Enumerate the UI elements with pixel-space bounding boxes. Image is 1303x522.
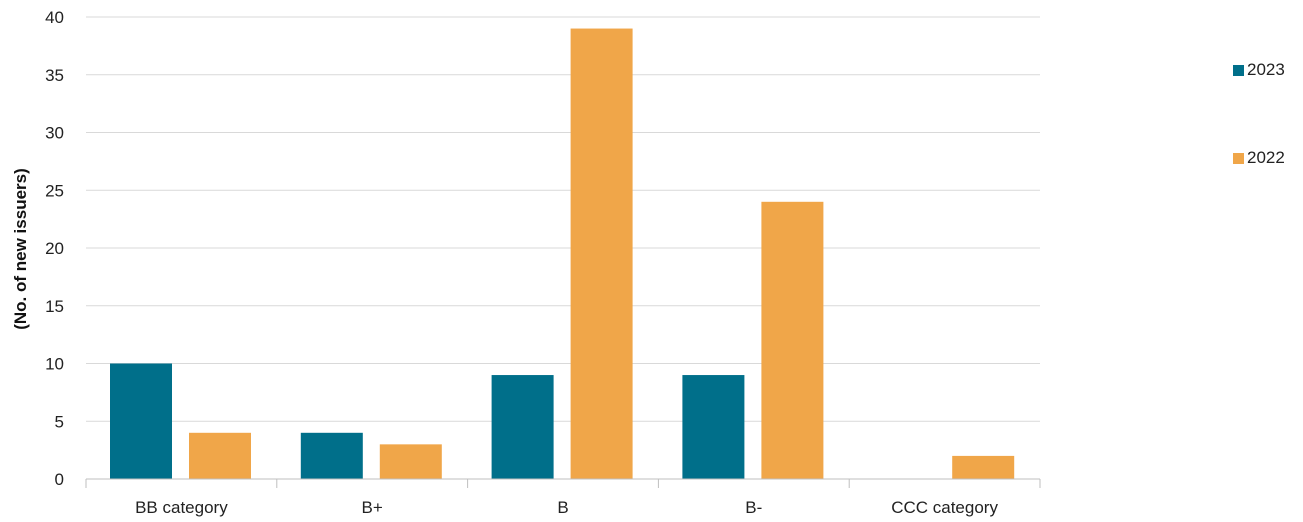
x-tick-label: CCC category (891, 498, 998, 517)
legend-swatch-2022 (1233, 152, 1244, 164)
bar-2023-2 (491, 375, 554, 479)
bar-2022-3 (761, 201, 824, 480)
gridlines (86, 16, 1040, 422)
legend-swatch-2023 (1233, 64, 1244, 76)
bar-2022-0 (189, 432, 251, 479)
x-tick-label: B+ (362, 498, 383, 517)
legend-item-2023: 2023 (1233, 60, 1285, 80)
x-axis (85, 478, 1041, 488)
bar-2023-1 (300, 432, 363, 479)
y-tick-label: 25 (45, 181, 64, 200)
x-axis-ticks: BB category B+ B B- CCC category (135, 498, 998, 517)
legend-label-2023: 2023 (1247, 60, 1285, 79)
x-tick-label: BB category (135, 498, 228, 517)
y-tick-label: 30 (45, 124, 64, 143)
bar-2022-1 (379, 444, 442, 479)
legend-label-2022: 2022 (1247, 148, 1285, 167)
x-tick-label: B- (745, 498, 762, 517)
y-tick-label: 15 (45, 297, 64, 316)
y-tick-label: 10 (45, 355, 64, 374)
y-tick-label: 0 (55, 470, 64, 489)
y-tick-label: 35 (45, 66, 64, 85)
legend-item-2022: 2022 (1233, 148, 1285, 168)
y-tick-label: 20 (45, 239, 64, 258)
bar-2023-0 (110, 363, 172, 479)
y-tick-label: 40 (45, 8, 64, 27)
y-axis-ticks: 0 5 10 15 20 25 30 35 40 (45, 8, 64, 489)
bar-2022-2 (570, 28, 633, 480)
bar-2023-3 (682, 375, 745, 479)
y-axis-title: (No. of new issuers) (11, 168, 30, 330)
bar-2022-4 (952, 455, 1015, 479)
x-tick-label: B (557, 498, 568, 517)
bars (110, 28, 1015, 480)
y-tick-label: 5 (55, 412, 64, 431)
